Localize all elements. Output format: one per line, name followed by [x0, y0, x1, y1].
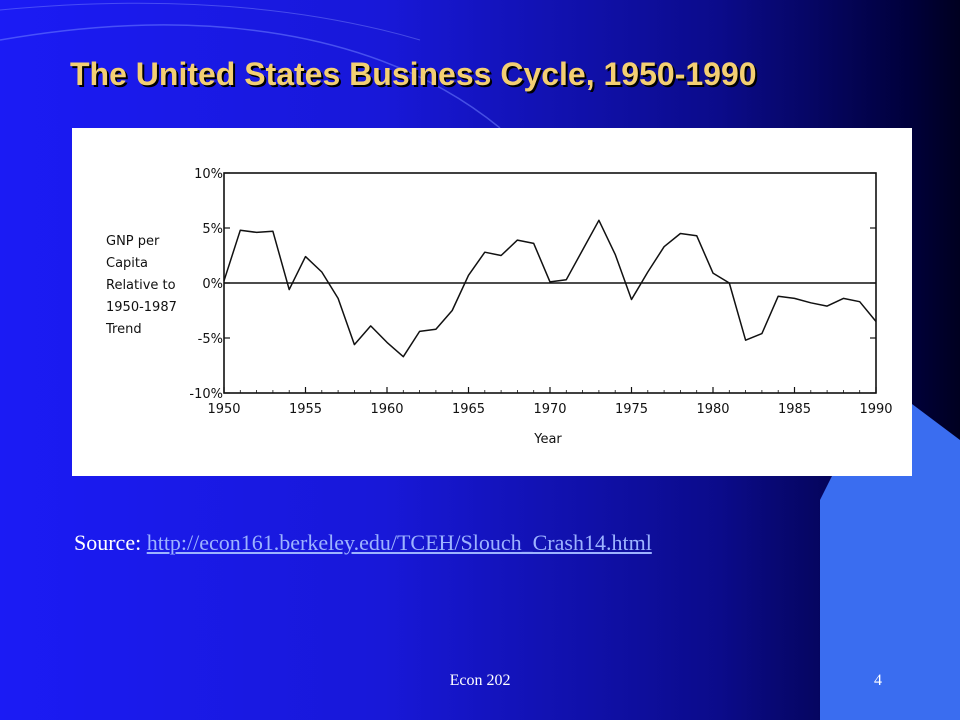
- footer-course: Econ 202: [449, 672, 511, 689]
- page-number: 4: [874, 672, 882, 689]
- y-axis-label-line: Trend: [105, 322, 142, 337]
- x-tick-label: 1955: [289, 402, 322, 417]
- y-axis-label-line: 1950-1987: [106, 300, 177, 315]
- x-tick-label: 1965: [452, 402, 485, 417]
- y-tick-label: 5%: [202, 222, 223, 237]
- y-tick-label: -5%: [198, 332, 223, 347]
- y-tick-label: 10%: [194, 167, 223, 182]
- x-tick-label: 1985: [778, 402, 811, 417]
- source-line: Source: http://econ161.berkeley.edu/TCEH…: [74, 530, 652, 556]
- x-axis-label: Year: [533, 432, 562, 447]
- business-cycle-chart: 10% 5% 0% -5% -10%1950 1955 1960 1965 1970 1975 19…: [105, 167, 893, 447]
- x-tick-label: 1950: [207, 402, 240, 417]
- y-axis-label-line: GNP per: [106, 234, 160, 249]
- x-tick-label: 1975: [615, 402, 648, 417]
- x-tick-label: 1960: [370, 402, 403, 417]
- gnp-series-line: [223, 219, 877, 358]
- chart-panel: 10% 5% 0% -5% -10% 1950 1955 1960 1965 1970 1975 19…: [72, 128, 912, 476]
- source-link[interactable]: http://econ161.berkeley.edu/TCEH/Slouch_…: [146, 530, 652, 555]
- y-axis-label-line: Relative to: [106, 278, 176, 293]
- y-tick-label: -10%: [189, 387, 223, 402]
- slide-title: The United States Business Cycle, 1950-1…: [70, 56, 757, 92]
- source-label: Source:: [74, 530, 142, 555]
- x-tick-label: 1990: [859, 402, 892, 417]
- x-tick-label: 1980: [696, 402, 729, 417]
- x-tick-label: 1970: [533, 402, 566, 417]
- y-tick-label: 0%: [202, 277, 223, 292]
- y-axis-label-line: Capita: [106, 256, 148, 271]
